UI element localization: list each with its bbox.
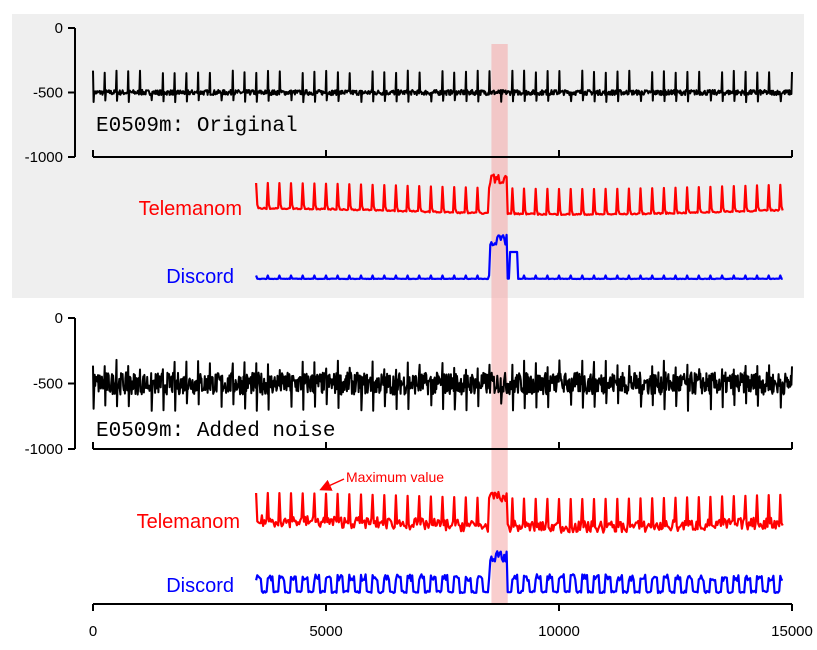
y-tick-label-bottom: -500: [33, 376, 63, 393]
x-tick-label: 5000: [309, 623, 342, 640]
y-tick-label-top: 0: [55, 20, 63, 37]
y-tick-label-top: -500: [33, 85, 63, 102]
annotation-arrow: [319, 478, 345, 491]
telemanom-score-line-original: [255, 173, 784, 217]
telemanom-score-line-noisy: [255, 490, 784, 534]
y-tick-label-bottom: -1000: [25, 441, 63, 458]
telemanom-label-bottom: Telemanom: [137, 511, 240, 533]
discord-score-line-noisy: [255, 550, 784, 595]
discord-label-top: Discord: [166, 266, 234, 288]
telemanom-label-top: Telemanom: [139, 198, 242, 220]
x-tick-label: 15000: [771, 623, 813, 640]
x-tick-label: 10000: [538, 623, 580, 640]
anomaly-highlight-band: [491, 44, 508, 604]
bottom-panel-title: E0509m: Added noise: [96, 420, 335, 443]
tick-labels: 0 -500 -1000 0 -500 -1000 0 5000 10000 15000: [25, 20, 813, 640]
x-tick-label: 0: [89, 623, 97, 640]
y-tick-label-bottom: 0: [55, 310, 63, 327]
discord-label-bottom: Discord: [166, 575, 234, 597]
original-signal-line: [92, 69, 793, 104]
tick-marks: [68, 27, 793, 611]
noisy-signal-line: [92, 358, 793, 412]
top-panel-title: E0509m: Original: [96, 115, 298, 138]
annotation-maximum-value: Maximum value: [346, 469, 444, 485]
discord-score-line-original: [255, 233, 783, 281]
y-tick-label-top: -1000: [25, 149, 63, 166]
